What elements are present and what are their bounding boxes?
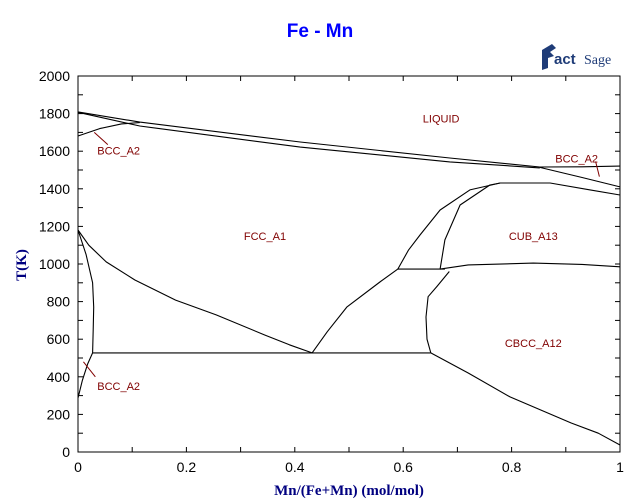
y-tick-label: 400 [47, 369, 71, 385]
phase-boundary [77, 122, 140, 137]
x-tick-label: 0.2 [177, 459, 197, 475]
y-tick-label: 1000 [39, 256, 70, 272]
phase-boundary [539, 166, 621, 188]
phase-boundary [425, 271, 450, 354]
label-leader-line [83, 361, 96, 378]
x-tick-label: 1 [616, 459, 624, 475]
y-tick-label: 2000 [39, 68, 70, 84]
y-tick-label: 200 [47, 406, 71, 422]
y-axis-title: T(K) [14, 249, 30, 281]
phase-boundary [311, 268, 399, 354]
phase-label: BCC_A2 [97, 145, 140, 157]
y-tick-label: 1800 [39, 106, 70, 122]
x-tick-label: 0.6 [393, 459, 413, 475]
phase-boundary [439, 182, 501, 270]
svg-text:act: act [554, 51, 576, 68]
label-leader-line [93, 132, 109, 145]
y-tick-label: 0 [62, 444, 70, 460]
x-axis-title: Mn/(Fe+Mn) (mol/mol) [274, 483, 424, 499]
phase-label: FCC_A1 [244, 231, 286, 243]
y-tick-label: 600 [47, 331, 71, 347]
y-tick-label: 800 [47, 294, 71, 310]
label-leader-line [595, 161, 600, 177]
phase-boundary [77, 111, 540, 169]
y-tick-label: 1400 [39, 181, 70, 197]
x-tick-label: 0.4 [285, 459, 305, 475]
chart-title: Fe - Mn [287, 21, 354, 42]
phase-boundary [77, 229, 95, 399]
phase-boundary [430, 352, 621, 446]
svg-text:Sage: Sage [584, 53, 611, 68]
factsage-logo: act Sage [542, 44, 611, 70]
phase-label: CBCC_A12 [505, 338, 562, 350]
phase-boundary [440, 262, 621, 270]
x-tick-label: 0.8 [502, 459, 522, 475]
phase-boundary [77, 229, 313, 354]
y-tick-label: 1600 [39, 143, 70, 159]
phase-label: LIQUID [423, 113, 460, 125]
phase-boundary [397, 182, 621, 270]
phase-label: BCC_A2 [97, 381, 140, 393]
phase-label: CUB_A13 [509, 231, 558, 243]
plot-frame [77, 75, 621, 453]
phase-boundary [77, 111, 621, 168]
phase-label: BCC_A2 [555, 154, 598, 166]
x-tick-label: 0 [74, 459, 82, 475]
y-tick-label: 1200 [39, 218, 70, 234]
